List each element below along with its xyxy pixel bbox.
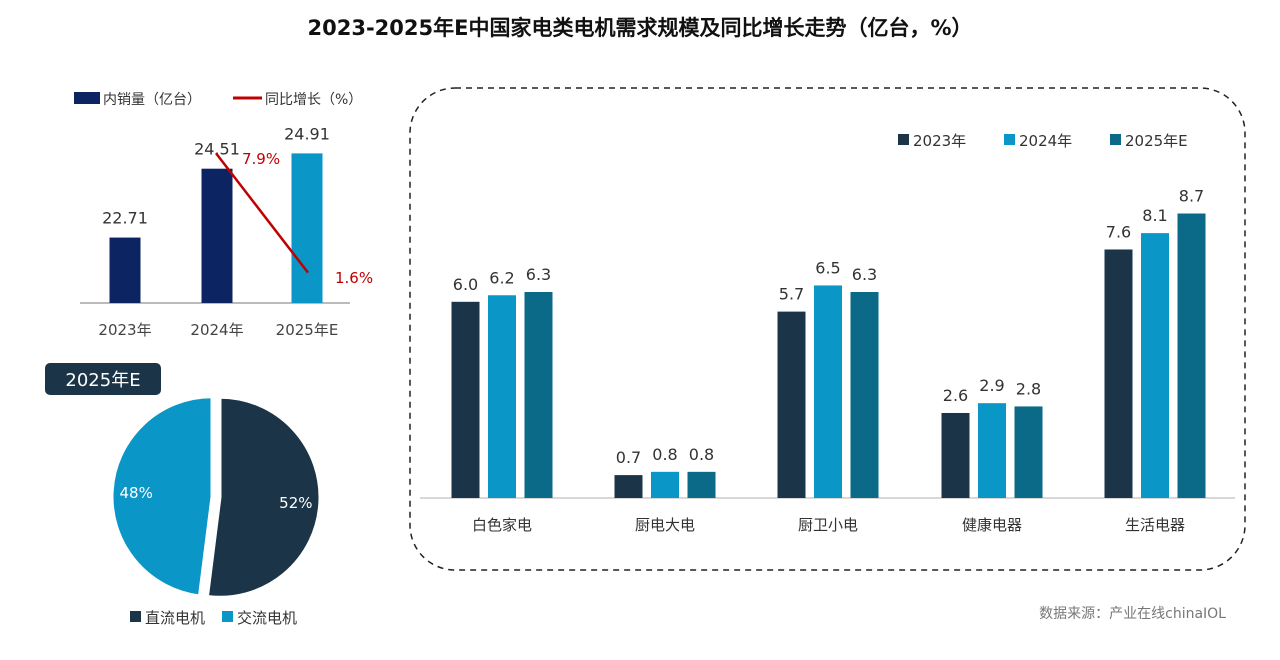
pie-slice-0 xyxy=(205,395,322,599)
bar-0-1 xyxy=(614,475,643,498)
bar-0-0 xyxy=(451,301,480,498)
data-label-1-0: 6.2 xyxy=(489,268,514,287)
bar-2-0 xyxy=(524,291,553,498)
bar-sales-1 xyxy=(201,168,233,303)
bar-1-1 xyxy=(651,471,679,498)
pie-title: 2025年E xyxy=(65,370,140,391)
data-label-2-2: 6.3 xyxy=(852,265,877,284)
bar-sales-0 xyxy=(109,237,141,303)
data-label-1-2: 6.5 xyxy=(815,258,840,277)
data-label-0-0: 6.0 xyxy=(453,275,478,294)
bar-2-1 xyxy=(687,471,716,498)
bar-2-4 xyxy=(1177,213,1206,498)
growth-label-1: 1.6% xyxy=(335,269,373,287)
data-label-2-3: 2.8 xyxy=(1016,379,1041,398)
legend-swatch-sales xyxy=(74,92,100,104)
category-label-0: 白色家电 xyxy=(472,516,532,534)
bar-1-0 xyxy=(488,295,516,498)
data-label-1-1: 0.8 xyxy=(652,445,677,464)
data-label-1-3: 2.9 xyxy=(979,376,1004,395)
legend-swatch-2 xyxy=(1110,134,1121,145)
bar-0-4 xyxy=(1104,249,1133,498)
legend-swatch-0 xyxy=(898,134,909,145)
data-label-2-4: 8.7 xyxy=(1179,187,1204,206)
category-label-1: 厨电大电 xyxy=(635,516,695,534)
legend-label-0: 2023年 xyxy=(913,132,966,150)
legend-label-2: 2025年E xyxy=(1125,132,1188,150)
data-label-0-4: 7.6 xyxy=(1106,222,1131,241)
pie-legend-swatch-0 xyxy=(130,611,141,622)
data-label-sales-0: 22.71 xyxy=(102,209,148,228)
data-label-0-1: 0.7 xyxy=(616,448,641,467)
data-label-0-2: 5.7 xyxy=(779,285,804,304)
bar-1-2 xyxy=(814,285,842,498)
growth-label-0: 7.9% xyxy=(242,150,280,168)
category-label-4: 生活电器 xyxy=(1125,516,1185,534)
legend-label-sales: 内销量（亿台） xyxy=(103,92,201,108)
data-label-0-3: 2.6 xyxy=(943,386,968,405)
pie-label-0: 52% xyxy=(279,494,312,512)
pie-title-badge xyxy=(45,363,161,395)
x-tick-label-1: 2024年 xyxy=(190,321,243,339)
x-tick-label-0: 2023年 xyxy=(98,321,151,339)
data-label-1-4: 8.1 xyxy=(1142,206,1167,225)
legend-label-1: 2024年 xyxy=(1019,132,1072,150)
pie-slice-1 xyxy=(110,395,214,598)
data-label-sales-1: 24.51 xyxy=(194,140,240,159)
category-label-3: 健康电器 xyxy=(962,516,1022,534)
dashed-frame xyxy=(409,87,1246,571)
pie-legend-label-1: 交流电机 xyxy=(237,609,297,627)
growth-line xyxy=(215,152,309,274)
bar-2-3 xyxy=(1014,406,1043,498)
pie-legend-swatch-1 xyxy=(222,611,233,622)
bar-1-4 xyxy=(1141,233,1169,498)
bar-0-3 xyxy=(941,412,970,498)
category-label-2: 厨卫小电 xyxy=(798,516,858,534)
bar-2-2 xyxy=(850,291,879,498)
bar-0-2 xyxy=(777,311,806,498)
bar-1-3 xyxy=(978,403,1006,498)
data-label-2-1: 0.8 xyxy=(689,445,714,464)
pie-legend-label-0: 直流电机 xyxy=(145,609,205,627)
pie-label-1: 48% xyxy=(119,484,152,502)
legend-label-growth: 同比增长（%） xyxy=(265,92,362,108)
source-note: 数据来源：产业在线chinaIOL xyxy=(1039,606,1226,622)
legend-swatch-1 xyxy=(1004,134,1015,145)
page-title: 2023-2025年E中国家电类电机需求规模及同比增长走势（亿台，%） xyxy=(307,16,973,40)
x-tick-label-2: 2025年E xyxy=(276,321,339,339)
bar-sales-2 xyxy=(291,153,323,303)
data-label-2-0: 6.3 xyxy=(526,265,551,284)
data-label-sales-2: 24.91 xyxy=(284,124,330,143)
